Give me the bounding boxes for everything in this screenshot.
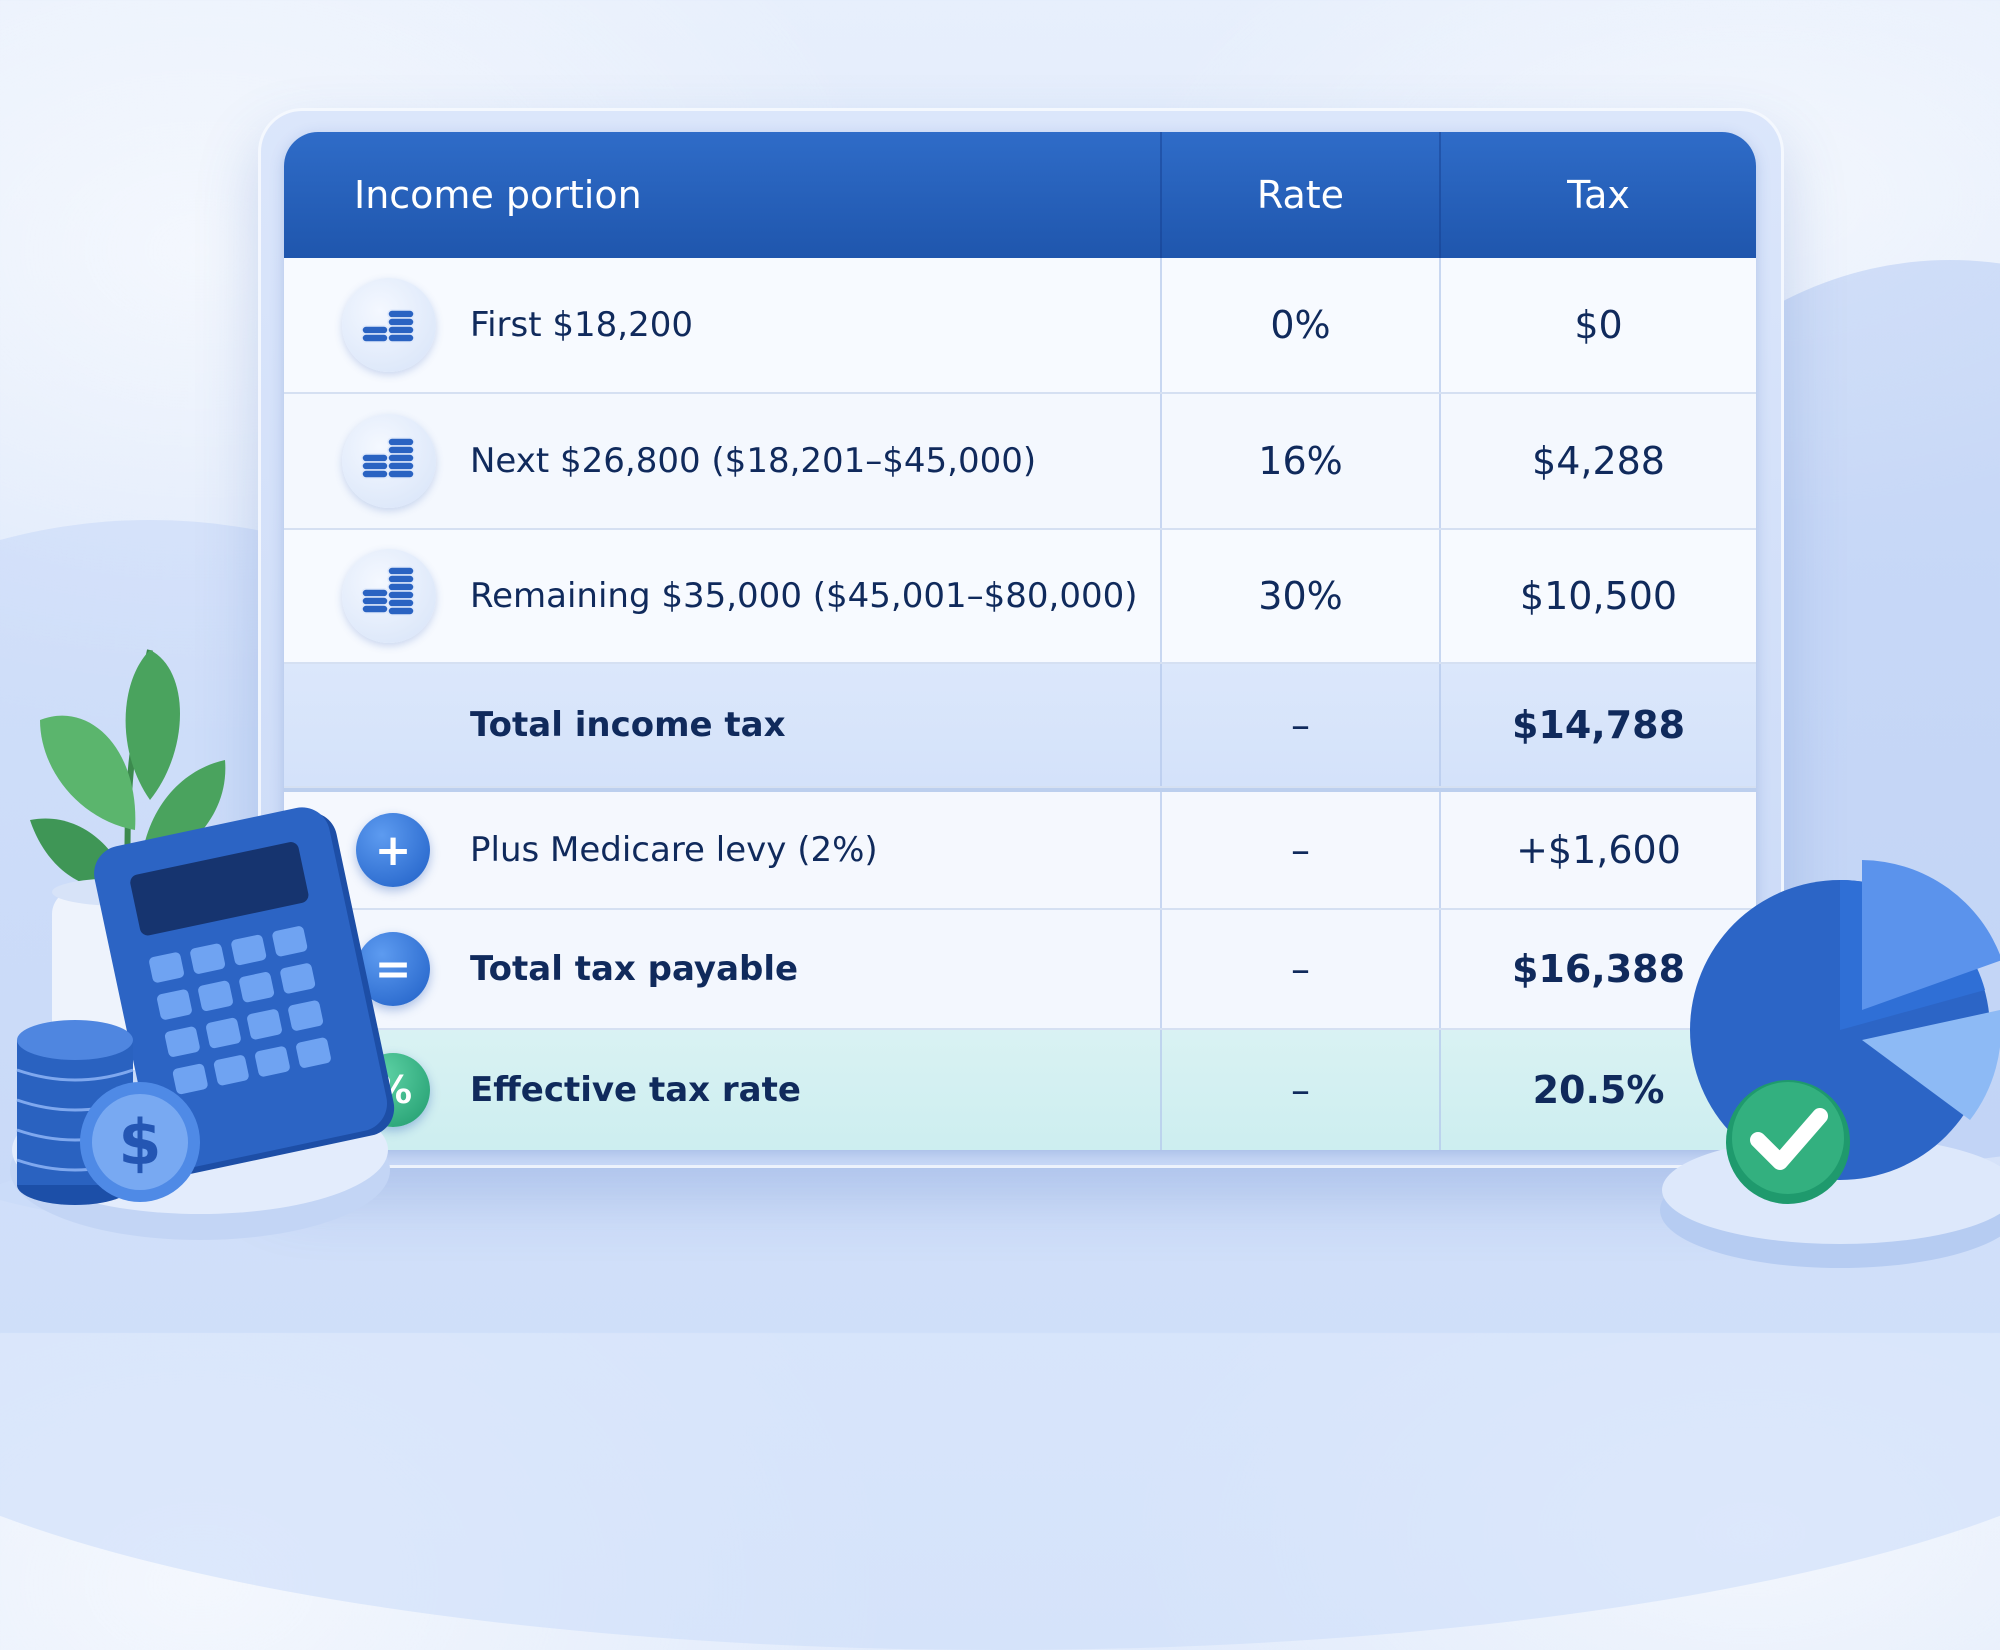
medicare-levy-row: + Plus Medicare levy (2%) – +$1,600 — [284, 788, 1756, 910]
calculator-icon — [94, 807, 395, 1175]
row-tax: +$1,600 — [1439, 792, 1756, 908]
total-tax-payable-row: = Total tax payable – $16,388 — [284, 910, 1756, 1030]
row-tax: $0 — [1439, 258, 1756, 392]
row-rate: 16% — [1160, 394, 1439, 528]
coin-stack-icon — [342, 549, 436, 643]
row-label: Total income tax — [470, 705, 786, 745]
row-label: Next $26,800 ($18,201–$45,000) — [470, 441, 1037, 481]
row-label: Plus Medicare levy (2%) — [470, 830, 878, 870]
row-tax: $10,500 — [1439, 530, 1756, 662]
effective-tax-rate-row: % Effective tax rate – 20.5% — [284, 1030, 1756, 1150]
tax-table: Income portion Rate Tax First $18,200 0%… — [284, 132, 1756, 1150]
check-icon — [1726, 1080, 1850, 1204]
row-rate: 30% — [1160, 530, 1439, 662]
row-label: Total tax payable — [470, 949, 799, 989]
plus-icon: + — [356, 813, 430, 887]
coin-stack-icon — [342, 278, 436, 372]
coin-stack-icon — [342, 414, 436, 508]
table-row: Remaining $35,000 ($45,001–$80,000) 30% … — [284, 530, 1756, 664]
calculator-illustration: $ — [10, 649, 395, 1240]
header-income-portion: Income portion — [354, 173, 642, 217]
row-rate: 0% — [1160, 258, 1439, 392]
dollar-sign-icon: $ — [118, 1106, 161, 1179]
pie-chart-illustration — [1660, 860, 2000, 1268]
row-rate: – — [1160, 664, 1439, 786]
row-rate: – — [1160, 792, 1439, 908]
row-tax: $4,288 — [1439, 394, 1756, 528]
table-row: First $18,200 0% $0 — [284, 258, 1756, 394]
row-rate: – — [1160, 1030, 1439, 1150]
row-rate: – — [1160, 910, 1439, 1028]
row-label: Remaining $35,000 ($45,001–$80,000) — [470, 576, 1138, 616]
row-tax: $14,788 — [1439, 664, 1756, 786]
table-row: Next $26,800 ($18,201–$45,000) 16% $4,28… — [284, 394, 1756, 530]
header-rate: Rate — [1160, 132, 1439, 258]
header-tax: Tax — [1439, 132, 1756, 258]
row-tax: 20.5% — [1439, 1030, 1756, 1150]
total-income-tax-row: Total income tax – $14,788 — [284, 664, 1756, 788]
row-label: Effective tax rate — [470, 1070, 801, 1110]
row-label: First $18,200 — [470, 305, 693, 345]
row-tax: $16,388 — [1439, 910, 1756, 1028]
table-header: Income portion Rate Tax — [284, 132, 1756, 258]
